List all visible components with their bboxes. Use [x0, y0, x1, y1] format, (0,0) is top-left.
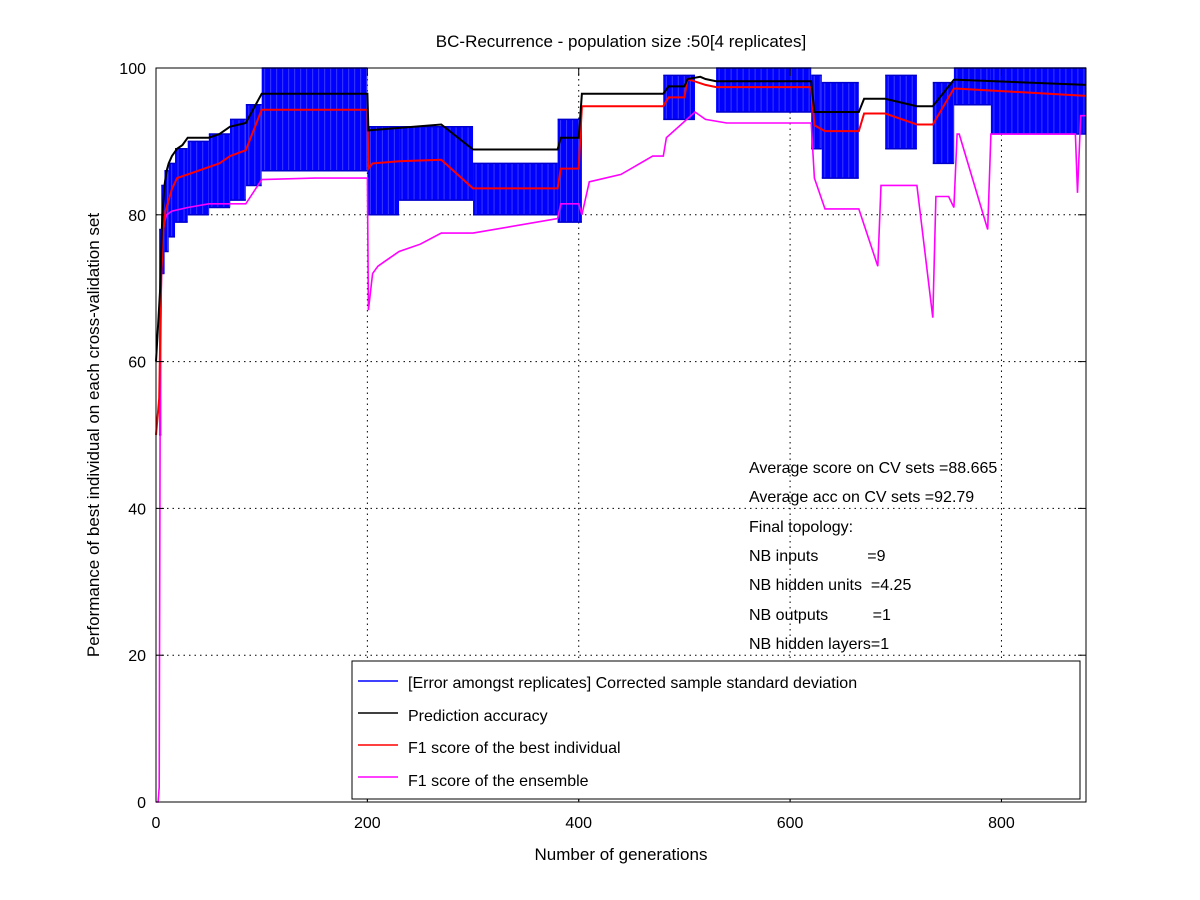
- errorbar-fill: [953, 68, 991, 105]
- errorbar-fill: [164, 170, 169, 252]
- errorbar-segment: [261, 67, 368, 172]
- errorbar-fill: [885, 75, 917, 149]
- errorbar-segment: [663, 74, 695, 121]
- y-tick-label: 40: [128, 501, 146, 518]
- errorbar-fill: [716, 68, 812, 113]
- x-tick-label: 600: [777, 815, 804, 832]
- legend-box: [351, 660, 1081, 800]
- errorbar-segment: [953, 67, 991, 106]
- errorbar-segment: [229, 118, 246, 201]
- errorbar-segment: [399, 125, 474, 201]
- chart-title: BC-Recurrence - population size :50[4 re…: [436, 32, 806, 51]
- line-layer: [155, 75, 1087, 803]
- y-tick-label: 60: [128, 355, 146, 372]
- annotation-average-score: Average score on CV sets =88.665: [749, 460, 997, 477]
- errorbar-segment: [885, 74, 917, 150]
- annotation-nb-inputs: NB inputs =9: [749, 548, 886, 565]
- legend-label-f1-best: F1 score of the best individual: [408, 740, 621, 757]
- series-line-f1-ensemble: [156, 110, 1086, 803]
- series-line-prediction-accuracy: [155, 75, 1087, 362]
- errorbar-fill: [367, 126, 400, 215]
- errorbar-fill: [261, 68, 368, 171]
- y-tick-label: 0: [137, 795, 146, 812]
- errorbar-fill: [990, 68, 1086, 135]
- errorbar-fill: [208, 134, 230, 208]
- errorbar-segment: [367, 125, 400, 216]
- errorbar-segment: [175, 147, 188, 223]
- y-axis-label: Performance of best individual on each c…: [84, 213, 103, 657]
- errorbar-segment: [187, 140, 210, 216]
- x-tick-label: 800: [988, 815, 1015, 832]
- errorbar-segment: [990, 67, 1086, 135]
- errorbar-segment: [208, 133, 231, 209]
- legend-label-f1-ensemble: F1 score of the ensemble: [408, 773, 589, 790]
- errorbar-segment: [716, 67, 812, 113]
- errorbar-fill: [229, 119, 246, 201]
- errorbar-fill: [245, 104, 262, 186]
- legend: [Error amongst replicates] Corrected sam…: [351, 660, 1081, 800]
- axis-ticks: 0 200 400 600 800 0 20 40 60 80 100: [119, 61, 1086, 832]
- series-line-f1-best: [155, 77, 1087, 436]
- annotation-average-acc: Average acc on CV sets =92.79: [749, 489, 974, 506]
- annotation-nb-hidden-layers: NB hidden layers=1: [749, 636, 889, 653]
- annotation-final-topology: Final topology:: [749, 519, 853, 536]
- y-tick-label: 20: [128, 648, 146, 665]
- x-tick-label: 200: [354, 815, 381, 832]
- annotation-block: Average score on CV sets =88.665 Average…: [749, 460, 997, 653]
- errorbar-fill: [187, 141, 209, 215]
- x-tick-label: 400: [565, 815, 592, 832]
- y-tick-label: 80: [128, 208, 146, 225]
- x-tick-label: 0: [152, 815, 161, 832]
- annotation-nb-hidden-units: NB hidden units =4.25: [749, 577, 911, 594]
- legend-label-error: [Error amongst replicates] Corrected sam…: [408, 675, 857, 692]
- x-axis-label: Number of generations: [535, 845, 708, 864]
- legend-label-accuracy: Prediction accuracy: [408, 708, 548, 725]
- plot-frame: [155, 67, 1087, 803]
- errorbar-fill: [932, 82, 954, 164]
- y-tick-label: 100: [119, 61, 146, 78]
- errorbar-fill: [175, 148, 188, 223]
- annotation-nb-outputs: NB outputs =1: [749, 607, 891, 624]
